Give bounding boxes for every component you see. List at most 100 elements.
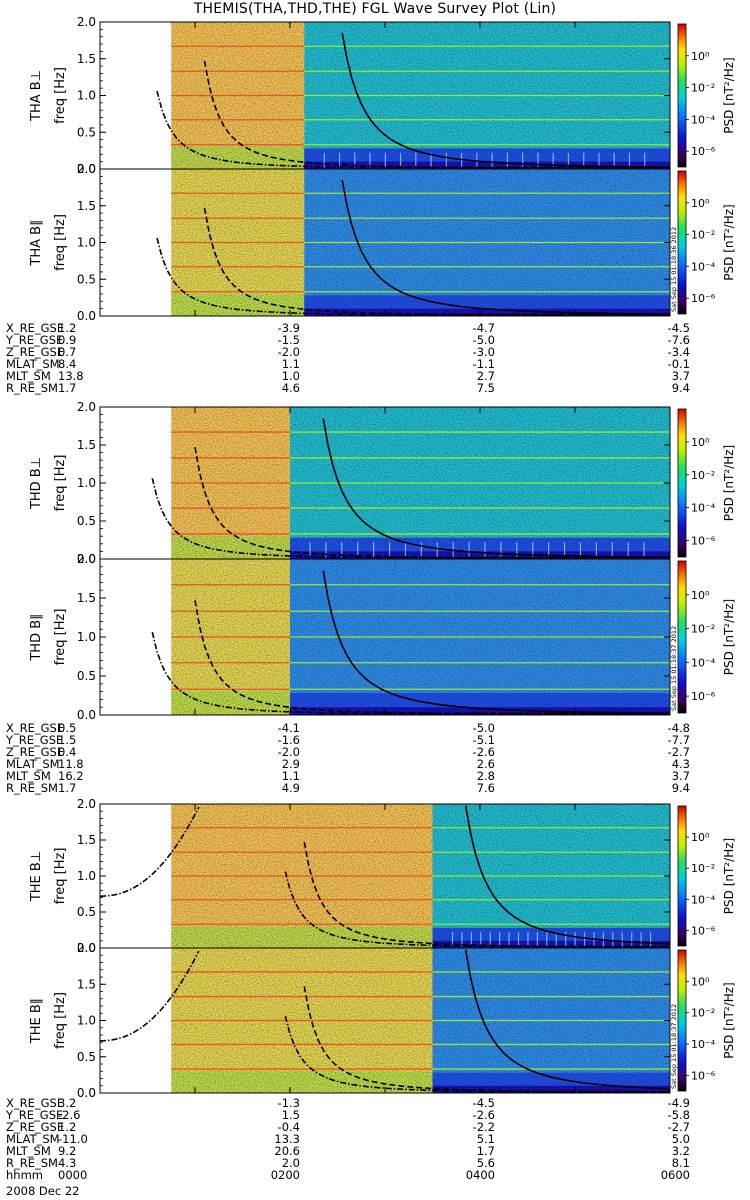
colorbar-tick-label: 10⁻² [691,82,715,95]
ephemeris-value: 7.5 [476,381,495,395]
ephemeris-value: 2.8 [476,769,495,783]
colorbar-tick-label: 10⁻² [691,623,715,636]
ephemeris-value: 2.6 [476,757,495,771]
y-tick-label: 1.5 [77,591,96,605]
ephemeris-value: -4.9 [667,1096,690,1110]
curve-solid [464,805,671,945]
colorbar [677,805,687,947]
ephemeris-value: -2.7 [667,1120,690,1134]
y-label-freq: freq [Hz] [53,848,68,905]
ephemeris-label: Y_RE_GSE [6,1108,64,1122]
y-tick-label: 0.5 [77,1050,96,1064]
colorbar-tick-label: 10⁻⁶ [691,292,716,305]
curve-solid [341,179,671,315]
curve-dotdash [151,478,670,559]
ephemeris-value: -3.4 [667,345,690,359]
y-label-probe: THE B∥ [29,998,44,1044]
colorbar-tick-label: 10⁻² [691,1007,715,1020]
colorbar-tick-label: 10⁻⁶ [691,1069,716,1082]
y-tick-label: 0.0 [77,708,96,722]
ephemeris-value: 13.3 [274,1132,300,1146]
panel-the-perp: 0.0 0.5 1.0 1.5 2.0 THE B⊥ freq [Hz] 10⁰ 10⁻² 10⁻… [29,797,736,955]
y-tick-label: 0.0 [77,1086,96,1100]
colorbar-tick-label: 10⁰ [691,589,710,602]
colorbar-tick-label: 10⁻² [691,469,715,482]
ephemeris-value: -3.0 [472,345,495,359]
y-tick-label: 2.0 [77,162,96,176]
probe-group-thd: 0.0 0.5 1.0 1.5 2.0 THD B⊥ freq [Hz] 10⁰ 10⁻² 10⁻… [29,400,736,722]
colorbar-label: PSD [nT²/Hz] [722,599,736,675]
ephemeris-value: 20.6 [274,1144,300,1158]
ephemeris-value: 5.0 [671,1132,690,1146]
curve-solid [322,570,671,715]
ephemeris-value: 1.2 [58,1120,77,1134]
ephemeris-value: 0400 [465,1168,495,1182]
ephemeris-value: 8.1 [671,1156,690,1170]
ephemeris-value: 9.4 [671,381,690,395]
curve-solid [341,32,671,168]
colorbar-tick-label: 10⁻⁶ [691,535,716,548]
ephemeris-value: 2.9 [281,757,300,771]
y-label-probe: THD B⊥ [29,457,44,510]
ephemeris-value: -1.5 [277,333,300,347]
colorbar-label: PSD [nT²/Hz] [722,838,736,914]
ephemeris-value: 3.2 [58,1096,77,1110]
ephemeris-value: 3.7 [671,369,690,383]
panel-tha-par: 0.0 0.5 1.0 1.5 2.0 THA B∥ freq [Hz] 10⁰ 10⁻² 10⁻… [29,162,736,323]
y-tick-label: 2.0 [77,400,96,414]
ephemeris-value: -4.8 [667,721,690,735]
colorbar-tick-label: 10⁻² [691,229,715,242]
curve-dotdash [156,237,670,316]
ephemeris-value: 9.4 [671,781,690,795]
ephemeris-value: 1.2 [58,321,77,335]
colorbar-tick-label: 10⁻⁴ [691,113,716,126]
ephemeris-value: 3.7 [671,769,690,783]
ephemeris-value: -1.6 [277,733,300,747]
colorbar [677,23,687,168]
ephemeris-value: 1.1 [281,769,300,783]
ephemeris-value: 9.2 [58,1144,77,1158]
ephemeris-value: -7.6 [667,333,690,347]
ephemeris-value: -4.5 [667,321,690,335]
y-tick-label: 1.5 [77,438,96,452]
ephemeris-value: -5.1 [472,733,495,747]
y-tick-label: 0.5 [77,514,96,528]
ephemeris-value: -3.9 [277,321,300,335]
y-tick-label: 2.0 [77,15,96,29]
y-label-freq: freq [Hz] [53,992,68,1049]
colorbar-label: PSD [nT²/Hz] [722,445,736,521]
ephemeris-value: -2.6 [472,745,495,759]
ephemeris-label: MLT_SM [6,1144,51,1158]
ephemeris-label: R_RE_SM [6,381,58,395]
ephemeris-value: -2.7 [667,745,690,759]
ephemeris-label: hhmm [6,1168,43,1182]
ephemeris-value: -4.1 [277,721,300,735]
ephemeris-value: -4.7 [472,321,495,335]
curve-dotdash [284,871,670,948]
colorbar-tick-label: 10⁻⁶ [691,924,716,937]
ephemeris-value: -2.6 [472,1108,495,1122]
colorbar-tick-label: 10⁻⁴ [691,656,716,669]
ephemeris-value: 2.0 [281,1156,300,1170]
ephemeris-value: 0.5 [58,721,77,735]
probe-group-tha: 0.0 0.5 1.0 1.5 2.0 THA B⊥ freq [Hz] 10⁰ 10⁻² 10⁻… [29,15,736,323]
y-tick-label: 0.5 [77,272,96,286]
ephemeris-value: -2.0 [277,745,300,759]
colorbar-tick-label: 10⁰ [691,975,710,988]
y-tick-label: 0.5 [77,669,96,683]
ephemeris-value: 4.6 [281,381,300,395]
colorbar-tick-label: 10⁻⁴ [691,893,716,906]
y-tick-label: 1.5 [77,833,96,847]
panel-thd-perp: 0.0 0.5 1.0 1.5 2.0 THD B⊥ freq [Hz] 10⁰ 10⁻² 10⁻… [29,400,736,566]
y-label-freq: freq [Hz] [53,609,68,666]
timestamp-stamp: Sat Sep 15 01:18:36 2012 [670,227,678,312]
ephemeris-value: 1.7 [476,1144,495,1158]
ephemeris-value: 11.8 [58,757,84,771]
ephemeris-label: MLT_SM [6,769,51,783]
ephemeris-value: -7.7 [667,733,690,747]
curve-dotdash [156,90,670,169]
ephemeris-label: Z_RE_GSE [6,1120,65,1134]
ephemeris-label: Z_RE_GSE [6,745,65,759]
ephemeris-value: 8.4 [58,357,77,371]
colorbar-tick-label: 10⁰ [691,831,710,844]
